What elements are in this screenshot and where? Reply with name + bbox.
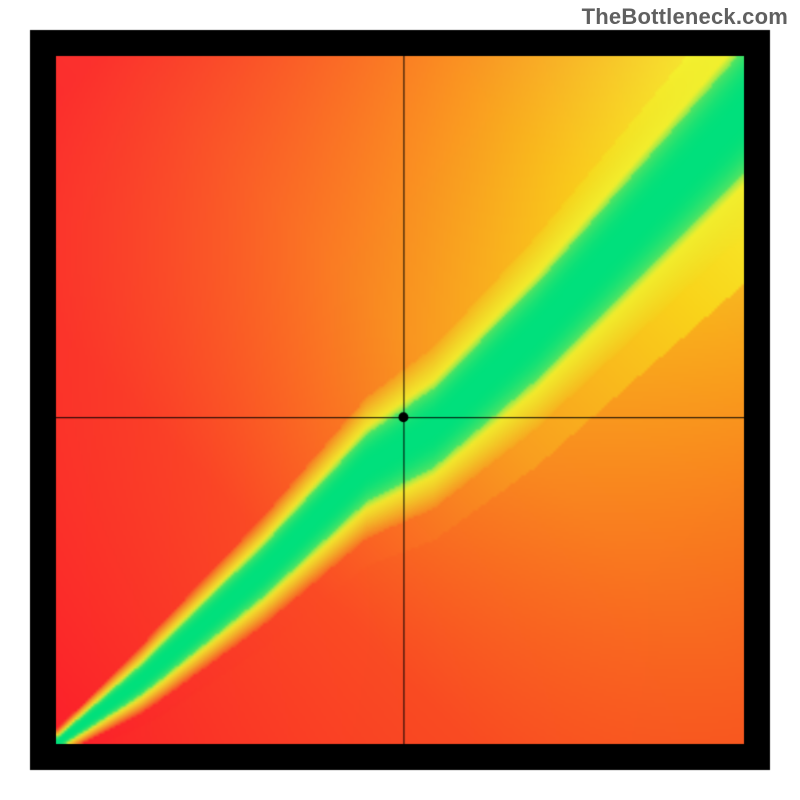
chart-container: TheBottleneck.com bbox=[0, 0, 800, 800]
heatmap-canvas bbox=[0, 0, 800, 800]
watermark-text: TheBottleneck.com bbox=[582, 4, 788, 30]
